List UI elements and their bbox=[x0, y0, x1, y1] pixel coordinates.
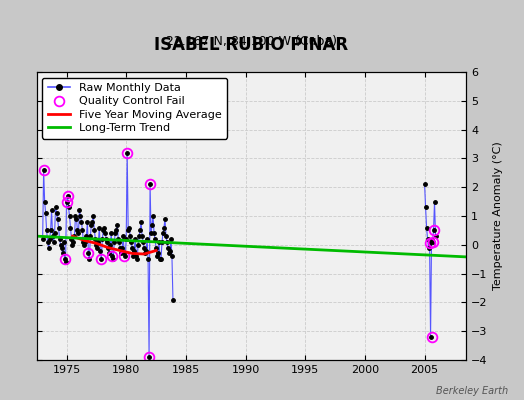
Y-axis label: Temperature Anomaly (°C): Temperature Anomaly (°C) bbox=[493, 142, 503, 290]
Title: ISABEL RUBIO PINAR: ISABEL RUBIO PINAR bbox=[155, 36, 348, 54]
Legend: Raw Monthly Data, Quality Control Fail, Five Year Moving Average, Long-Term Tren: Raw Monthly Data, Quality Control Fail, … bbox=[42, 78, 227, 139]
Text: Berkeley Earth: Berkeley Earth bbox=[436, 386, 508, 396]
Text: 22.167 N, 84.100 W (Cuba): 22.167 N, 84.100 W (Cuba) bbox=[166, 34, 337, 48]
